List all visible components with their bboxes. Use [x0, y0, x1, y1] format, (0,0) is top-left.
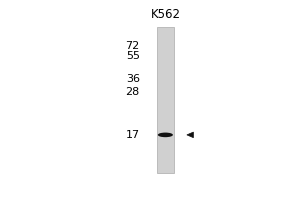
Text: 28: 28: [126, 87, 140, 97]
Ellipse shape: [158, 133, 173, 137]
Text: 17: 17: [126, 130, 140, 140]
Bar: [157, 27, 173, 173]
Text: 55: 55: [126, 51, 140, 61]
Polygon shape: [187, 132, 194, 138]
Text: 72: 72: [126, 41, 140, 51]
Text: K562: K562: [150, 8, 180, 21]
Text: 36: 36: [126, 74, 140, 84]
